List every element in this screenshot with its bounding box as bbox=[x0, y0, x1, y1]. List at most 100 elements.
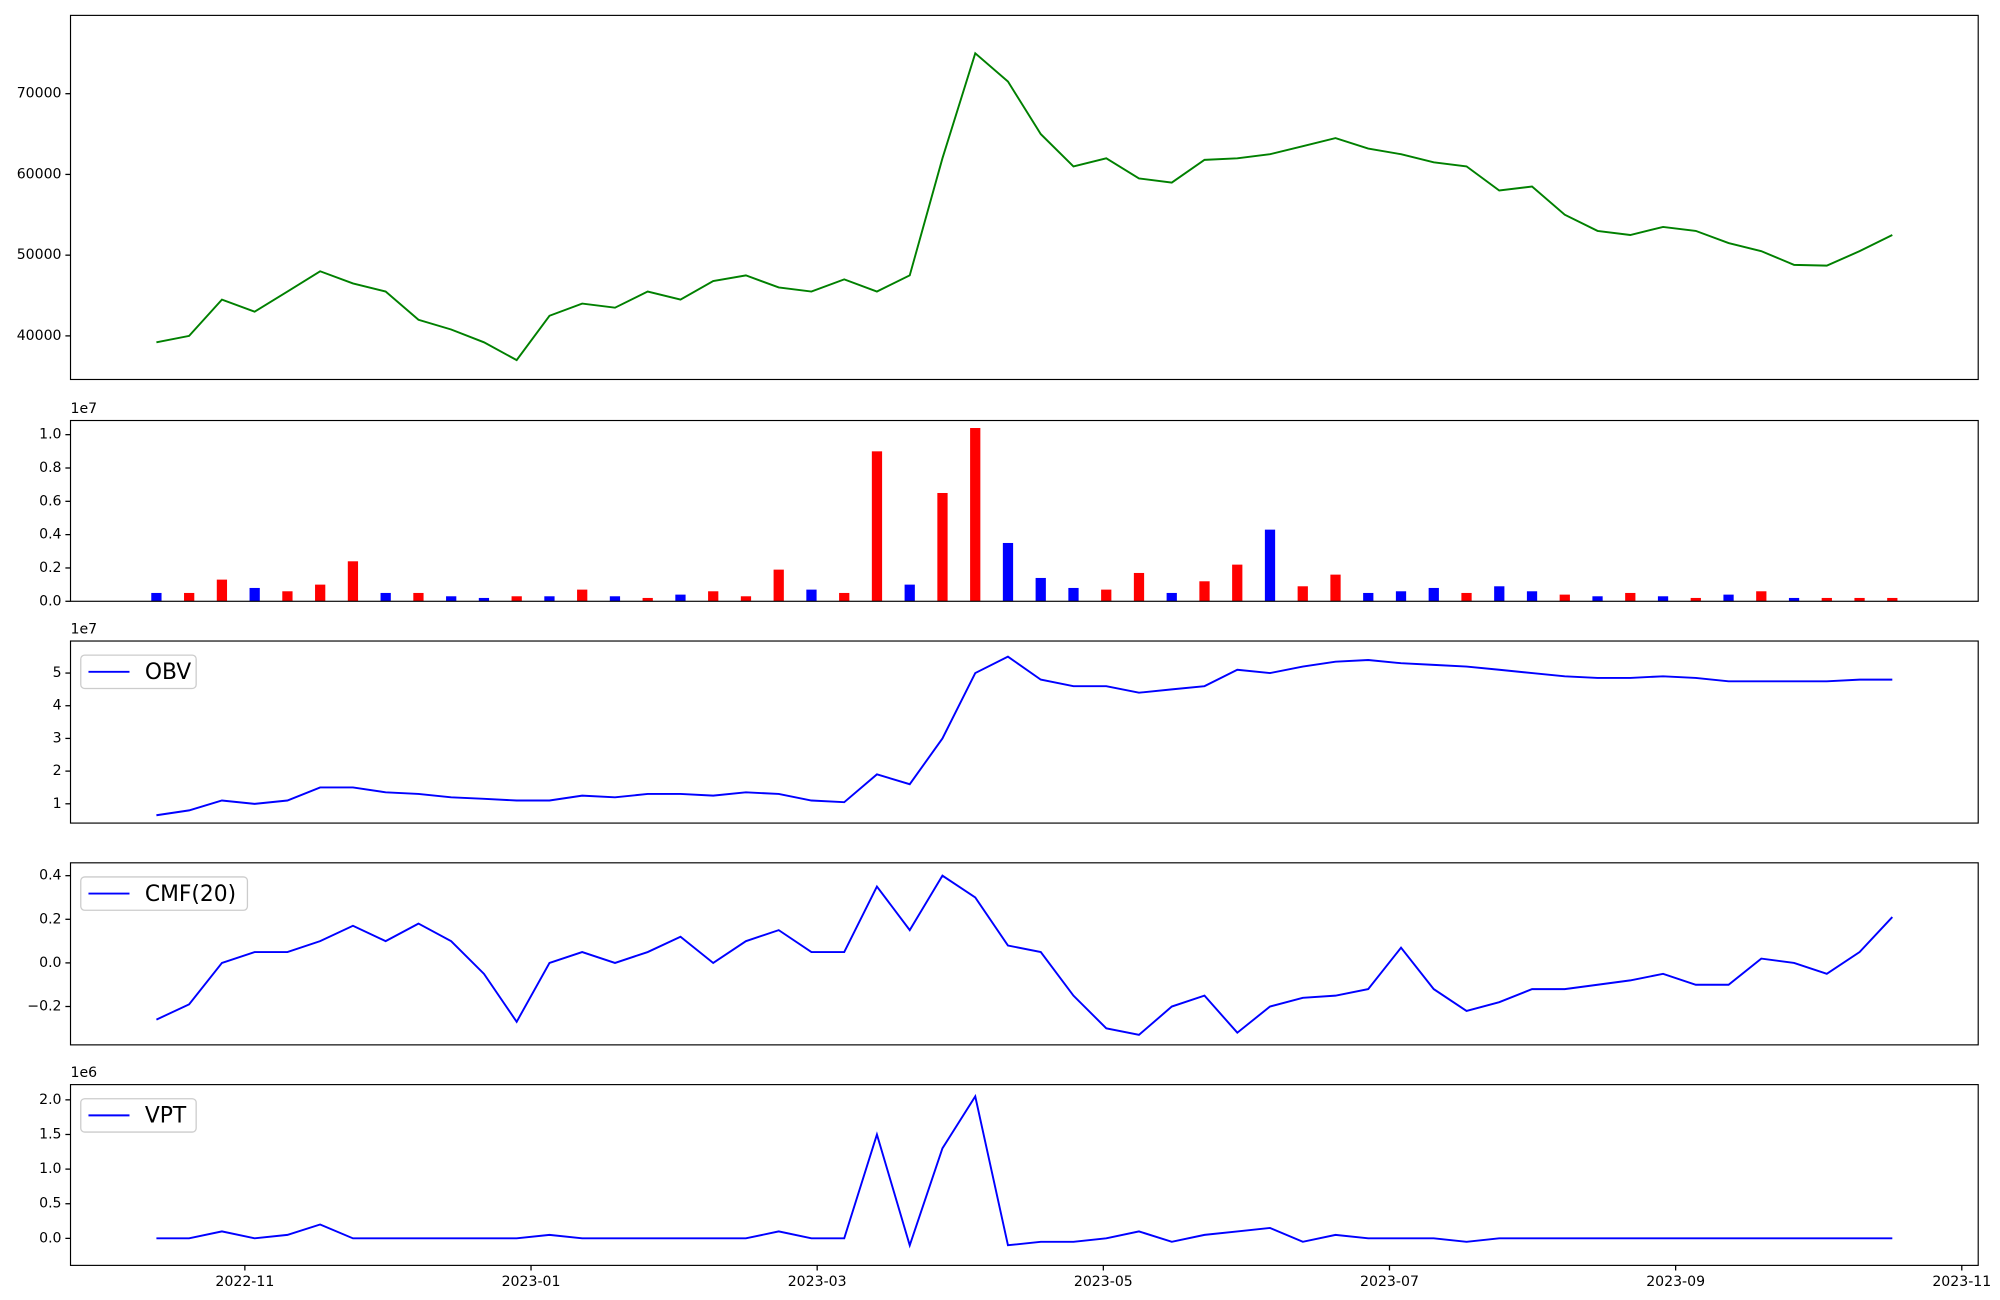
bar bbox=[642, 597, 653, 602]
axes-frame bbox=[69, 1084, 1979, 1266]
bar bbox=[1559, 594, 1570, 602]
y-tick-label: 50000 bbox=[17, 247, 62, 263]
y-tick-label: 1.0 bbox=[39, 427, 61, 443]
x-tick-label: 2023-11 bbox=[1932, 1274, 1991, 1290]
y-tick-label: 0.5 bbox=[39, 1196, 61, 1212]
bar bbox=[1723, 594, 1734, 602]
legend-label: OBV bbox=[145, 660, 191, 685]
x-tick-label: 2023-01 bbox=[502, 1274, 561, 1290]
y-tick-label: 1.5 bbox=[39, 1126, 61, 1142]
bar bbox=[1461, 592, 1472, 602]
y-tick-label: 5 bbox=[53, 665, 62, 681]
bar bbox=[544, 596, 555, 602]
bar bbox=[1657, 596, 1669, 602]
legend-box bbox=[80, 1098, 197, 1133]
bar bbox=[315, 584, 326, 602]
bar bbox=[1395, 591, 1407, 602]
bar bbox=[1494, 586, 1505, 602]
y-tick-label: 0.0 bbox=[39, 593, 61, 609]
bar bbox=[773, 569, 784, 602]
x-tick-label: 2023-05 bbox=[1074, 1274, 1133, 1290]
y-tick-label: 2 bbox=[53, 763, 62, 779]
bar bbox=[1101, 589, 1112, 602]
bar bbox=[937, 492, 948, 602]
bar bbox=[151, 592, 162, 602]
line bbox=[156, 1093, 1893, 1249]
x-tick-label: 2023-07 bbox=[1360, 1274, 1419, 1290]
bar bbox=[609, 596, 621, 602]
bar bbox=[282, 591, 293, 602]
bar bbox=[675, 594, 686, 602]
bar bbox=[871, 451, 883, 602]
y-tick-label: 0.0 bbox=[39, 1230, 61, 1246]
bar bbox=[380, 592, 391, 602]
line bbox=[156, 874, 1894, 1036]
bar bbox=[1199, 581, 1210, 602]
y-tick-label: 60000 bbox=[17, 166, 62, 182]
bar bbox=[1068, 587, 1079, 602]
x-tick-label: 2022-11 bbox=[215, 1274, 274, 1290]
bar bbox=[1035, 577, 1046, 602]
bar bbox=[184, 592, 195, 602]
y-tick-label: 3 bbox=[53, 730, 62, 746]
bar bbox=[1526, 591, 1538, 602]
bar bbox=[1232, 564, 1243, 602]
y-tick-label: 40000 bbox=[17, 328, 62, 344]
bar bbox=[708, 591, 719, 602]
y-tick-label: 0.4 bbox=[39, 868, 61, 884]
x-tick-label: 2023-03 bbox=[788, 1274, 847, 1290]
bar bbox=[1002, 542, 1014, 602]
bar bbox=[839, 592, 850, 602]
legend-box bbox=[80, 876, 249, 911]
bar bbox=[1788, 597, 1800, 602]
y-tick-label: 0.2 bbox=[39, 911, 61, 927]
y-tick-label: 4 bbox=[53, 698, 62, 714]
bar bbox=[1166, 592, 1177, 602]
legend-box bbox=[80, 654, 197, 690]
offset-label: 1e7 bbox=[71, 401, 98, 417]
bar bbox=[740, 596, 752, 602]
x-tick-label: 2023-09 bbox=[1646, 1274, 1705, 1290]
bar bbox=[1428, 587, 1439, 602]
bar bbox=[1821, 597, 1832, 602]
y-tick-label: 0.2 bbox=[39, 560, 61, 576]
y-tick-label: 1 bbox=[53, 796, 62, 812]
y-tick-label: 1.0 bbox=[39, 1161, 61, 1177]
legend-label: VPT bbox=[145, 1104, 187, 1129]
axes-frame bbox=[69, 419, 1979, 602]
bar bbox=[970, 428, 981, 602]
axes-frame bbox=[69, 640, 1979, 824]
bar bbox=[1854, 597, 1865, 602]
bar bbox=[1330, 574, 1341, 602]
bar bbox=[1625, 592, 1636, 602]
bar bbox=[1756, 591, 1767, 602]
offset-label: 1e6 bbox=[71, 1065, 98, 1081]
y-tick-label: 0.8 bbox=[39, 460, 61, 476]
axes-frame bbox=[69, 862, 1979, 1046]
bar bbox=[1690, 597, 1701, 602]
bar bbox=[347, 561, 359, 602]
bar bbox=[1133, 572, 1145, 602]
bar bbox=[806, 589, 817, 602]
bar bbox=[216, 579, 228, 602]
offset-label: 1e7 bbox=[71, 621, 98, 637]
bar bbox=[1887, 597, 1898, 602]
y-tick-label: −0.2 bbox=[27, 998, 61, 1014]
axes-frame bbox=[69, 14, 1979, 381]
bar bbox=[904, 584, 915, 602]
y-tick-label: 2.0 bbox=[39, 1092, 61, 1108]
y-tick-label: 0.6 bbox=[39, 493, 61, 509]
y-tick-label: 0.0 bbox=[39, 955, 61, 971]
bar bbox=[511, 596, 522, 602]
line bbox=[156, 655, 1893, 817]
bar bbox=[1592, 596, 1603, 602]
y-tick-label: 70000 bbox=[17, 86, 62, 102]
bar bbox=[1297, 586, 1308, 602]
bar bbox=[478, 597, 490, 602]
y-tick-label: 0.4 bbox=[39, 527, 61, 543]
legend-label: CMF(20) bbox=[145, 882, 236, 907]
bar bbox=[413, 592, 424, 602]
bar bbox=[249, 587, 260, 602]
